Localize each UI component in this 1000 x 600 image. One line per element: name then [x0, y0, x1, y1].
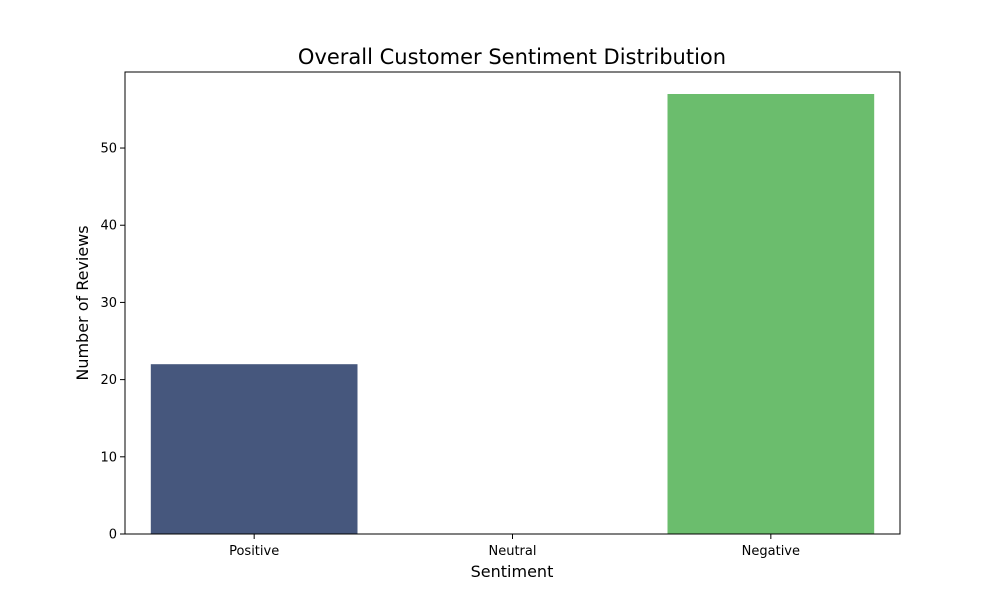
bar-positive — [150, 364, 358, 534]
y-tick-label: 10 — [100, 450, 117, 465]
y-tick-label: 50 — [100, 142, 117, 157]
y-tick-label: 40 — [100, 219, 117, 234]
y-tick-label: 0 — [109, 528, 117, 543]
plot-area: Positive Neutral Negative 0 10 20 30 40 50 — [100, 71, 901, 559]
y-tick-label: 30 — [100, 296, 117, 311]
x-axis-title: Sentiment — [471, 562, 554, 581]
bar-negative — [667, 94, 875, 534]
chart-title: Overall Customer Sentiment Distribution — [298, 45, 726, 69]
x-tick-label: Negative — [742, 544, 800, 559]
x-tick-label: Positive — [229, 544, 279, 559]
y-tick-label: 20 — [100, 373, 117, 388]
x-tick-label: Neutral — [489, 544, 537, 559]
y-axis-title: Number of Reviews — [73, 225, 92, 380]
plot-frame — [124, 71, 901, 535]
